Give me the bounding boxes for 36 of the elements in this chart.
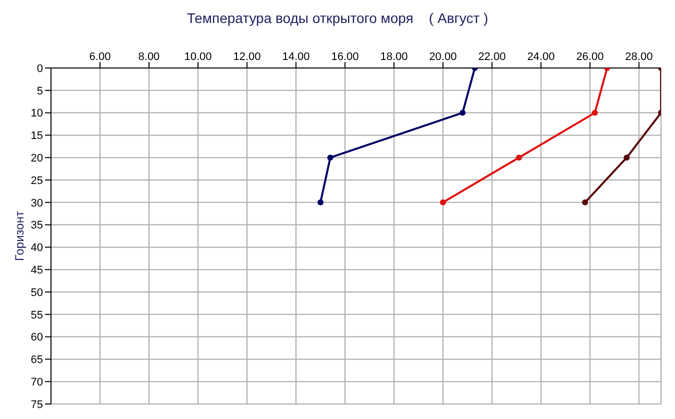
point (460, 110, 466, 116)
x-tick-label: 24.00 (527, 51, 555, 63)
y-tick-label: 35 (30, 220, 43, 232)
point (516, 154, 522, 161)
point (317, 199, 324, 206)
y-axis-title: Горизонт (12, 210, 26, 261)
x-tick-label: 6.00 (89, 51, 111, 63)
y-tick-label: 70 (30, 376, 43, 389)
y-tick-label: 0 (36, 62, 43, 75)
y-tick-label: 45 (30, 264, 43, 277)
y-tick-label: 20 (30, 152, 43, 165)
x-tick-label: 26.00 (576, 51, 604, 63)
point (592, 110, 598, 116)
y-tick-label: 25 (30, 174, 43, 187)
point (327, 154, 334, 161)
chart-title: Температура воды открытого моря ( Август ) (186, 10, 490, 26)
y-tick-label: 75 (30, 398, 43, 411)
x-tick-label: 12.00 (233, 51, 261, 63)
x-tick-label: 18.00 (380, 51, 408, 63)
y-tick-label: 30 (30, 197, 43, 210)
y-tick-label: 40 (30, 242, 43, 254)
x-tick-label: 14.00 (282, 51, 310, 63)
x-tick-label: 8.00 (138, 51, 160, 63)
x-tick-label: 28.00 (625, 51, 653, 63)
y-tick-label: 65 (30, 354, 43, 366)
y-tick-label: 60 (30, 332, 43, 344)
y-tick-label: 55 (30, 309, 43, 322)
x-tick-label: 22.00 (478, 51, 506, 63)
x-tick-label: 20.00 (429, 51, 457, 63)
y-tick-label: 15 (30, 130, 43, 142)
x-tick-label: 16.00 (331, 51, 359, 63)
point (440, 199, 446, 206)
y-tick-label: 10 (30, 108, 43, 120)
y-tick-label: 50 (30, 286, 43, 299)
x-tick-label: 10.00 (184, 51, 212, 63)
y-tick-label: 5 (36, 85, 43, 98)
